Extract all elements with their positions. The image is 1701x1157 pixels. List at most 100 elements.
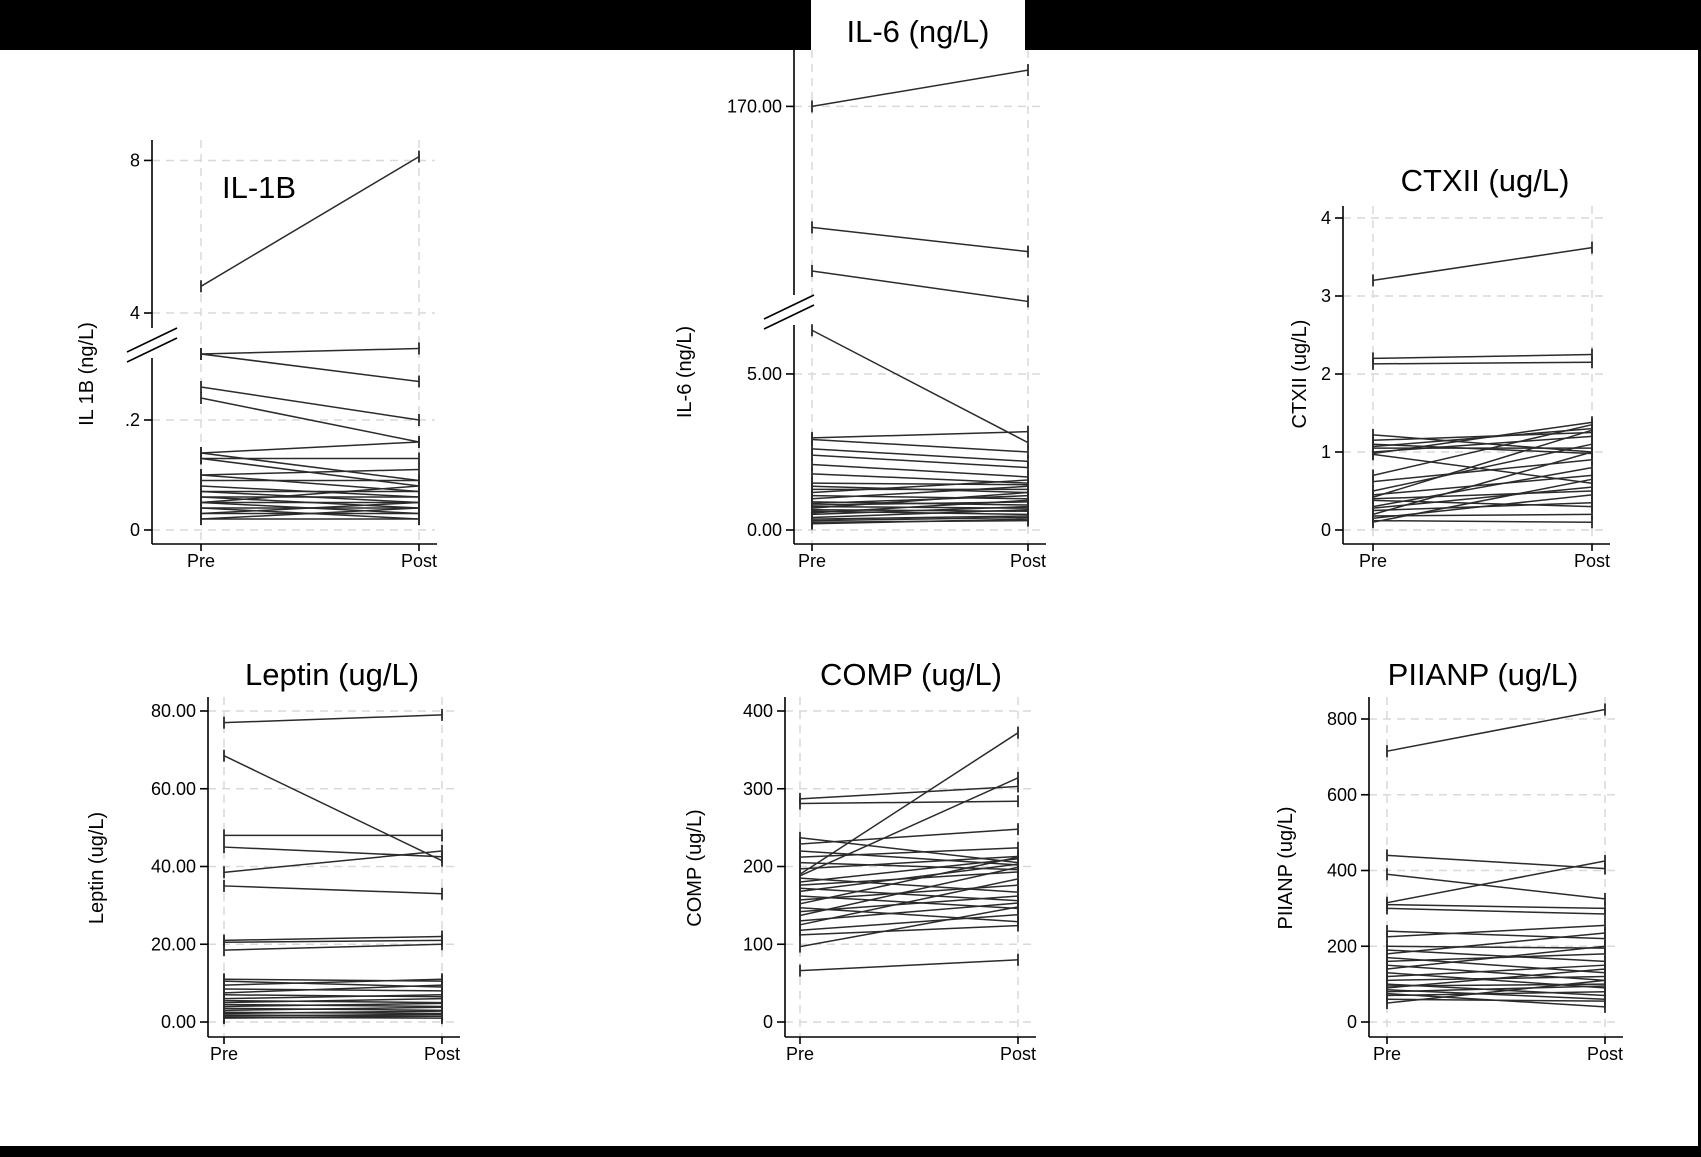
subject-line (799, 847, 1019, 858)
subject-line (223, 988, 443, 992)
x-tick-label: Post (1574, 551, 1610, 571)
y-tick-label: 400 (743, 701, 773, 721)
subject-line (799, 878, 1019, 926)
y-tick-label: 0 (1321, 520, 1331, 540)
x-tick-label: Pre (1359, 551, 1387, 571)
y-tick-label: 600 (1327, 785, 1357, 805)
subject-line (1386, 907, 1606, 915)
subject-line (811, 518, 1029, 525)
subject-line (811, 494, 1029, 505)
y-tick-label: 800 (1327, 709, 1357, 729)
subject-line (799, 884, 1019, 901)
subject-line (799, 913, 1019, 932)
axis-break-mark (126, 337, 178, 363)
subject-line (799, 924, 1019, 936)
y-tick-label: 4 (1321, 208, 1331, 228)
x-tick-label: Post (1010, 551, 1046, 571)
subject-line (223, 885, 443, 895)
y-tick-label: 20.00 (151, 934, 196, 954)
subject-line (799, 856, 1019, 905)
x-tick-label: Post (1000, 1044, 1036, 1064)
subject-line (811, 479, 1029, 494)
subject-line (200, 468, 420, 476)
subject-line (799, 828, 1019, 845)
il6-title-box (811, 0, 1025, 52)
subject-line (1372, 451, 1593, 516)
subject-line (223, 984, 443, 994)
subject-line (1386, 968, 1606, 989)
subject-line (200, 485, 420, 504)
subject-line (811, 510, 1029, 516)
subject-line (200, 452, 420, 482)
y-tick-label: 0.00 (161, 1012, 196, 1032)
subject-line (799, 906, 1019, 923)
subject-line (223, 714, 443, 724)
y-tick-label: 1 (1321, 442, 1331, 462)
subject-line (1386, 945, 1606, 949)
subject-line (811, 491, 1029, 509)
subject-line (1386, 945, 1606, 970)
y-tick-label: 4 (130, 303, 140, 323)
subject-line (200, 441, 420, 454)
subject-line (1386, 854, 1606, 870)
subject-line (200, 353, 420, 383)
axis-break-mark (126, 327, 178, 353)
subject-line (1372, 423, 1593, 477)
subject-line (1372, 459, 1593, 483)
subject-line (799, 785, 1019, 800)
subject-line (1386, 924, 1606, 938)
subject-line (1372, 519, 1593, 523)
y-axis-label: IL-6 (ng/L) (674, 326, 696, 418)
subject-line (1386, 708, 1606, 752)
subject-line (223, 1002, 443, 1008)
subject-line (1386, 930, 1606, 940)
x-tick-label: Post (1587, 1044, 1623, 1064)
y-tick-label: 0 (763, 1012, 773, 1032)
subject-line (799, 902, 1019, 922)
subject-line (223, 850, 443, 874)
subject-line (1372, 246, 1593, 282)
subject-line (811, 448, 1029, 463)
panel-title: CTXII (ug/L) (1401, 163, 1570, 198)
subject-line (223, 1013, 443, 1017)
subject-line (799, 732, 1019, 875)
subject-line (223, 994, 443, 998)
subject-line (799, 877, 1019, 893)
subject-line (223, 755, 443, 862)
panel-title: IL-6 (ng/L) (846, 14, 989, 49)
figure-background (0, 50, 1698, 1146)
panel-title: COMP (ug/L) (820, 657, 1002, 692)
subject-line (811, 515, 1029, 520)
axis-break-mark (763, 294, 815, 320)
subject-line (799, 855, 1019, 870)
subject-line (1372, 443, 1593, 492)
subject-line (1386, 903, 1606, 910)
panel-leptin: Leptin (ug/L) Leptin (ug/L) 0.00 20.00 40.… (86, 657, 460, 1064)
panel-ctxii: CTXII (ug/L) CTXII (ug/L) 0 1 2 3 4 Pre Post (1289, 163, 1610, 571)
y-tick-label: 170.00 (727, 96, 782, 116)
subject-line (1372, 435, 1593, 453)
panel-title: PIIANP (ug/L) (1388, 657, 1579, 692)
subject-line (223, 1006, 443, 1012)
y-tick-label: 200 (1327, 936, 1357, 956)
subject-line (1386, 990, 1606, 997)
y-axis-label: CTXII (ug/L) (1289, 320, 1311, 429)
subject-line (223, 994, 443, 1000)
subject-line (1372, 421, 1593, 455)
y-tick-label: 300 (743, 779, 773, 799)
x-tick-label: Pre (1373, 1044, 1401, 1064)
subject-line (799, 863, 1019, 893)
subject-line (1386, 873, 1606, 900)
y-tick-label: .2 (125, 410, 140, 430)
subject-line (811, 226, 1029, 253)
panel-il1b: IL-1B IL 1B (ng/L) 0 .2 4 8 Pre Post (76, 140, 437, 571)
x-tick-label: Pre (210, 1044, 238, 1064)
subject-line (200, 501, 420, 515)
subject-line (799, 906, 1019, 948)
y-tick-label: 200 (743, 857, 773, 877)
subject-line (799, 959, 1019, 972)
subject-line (799, 871, 1019, 886)
axis-break-gap (759, 295, 819, 325)
